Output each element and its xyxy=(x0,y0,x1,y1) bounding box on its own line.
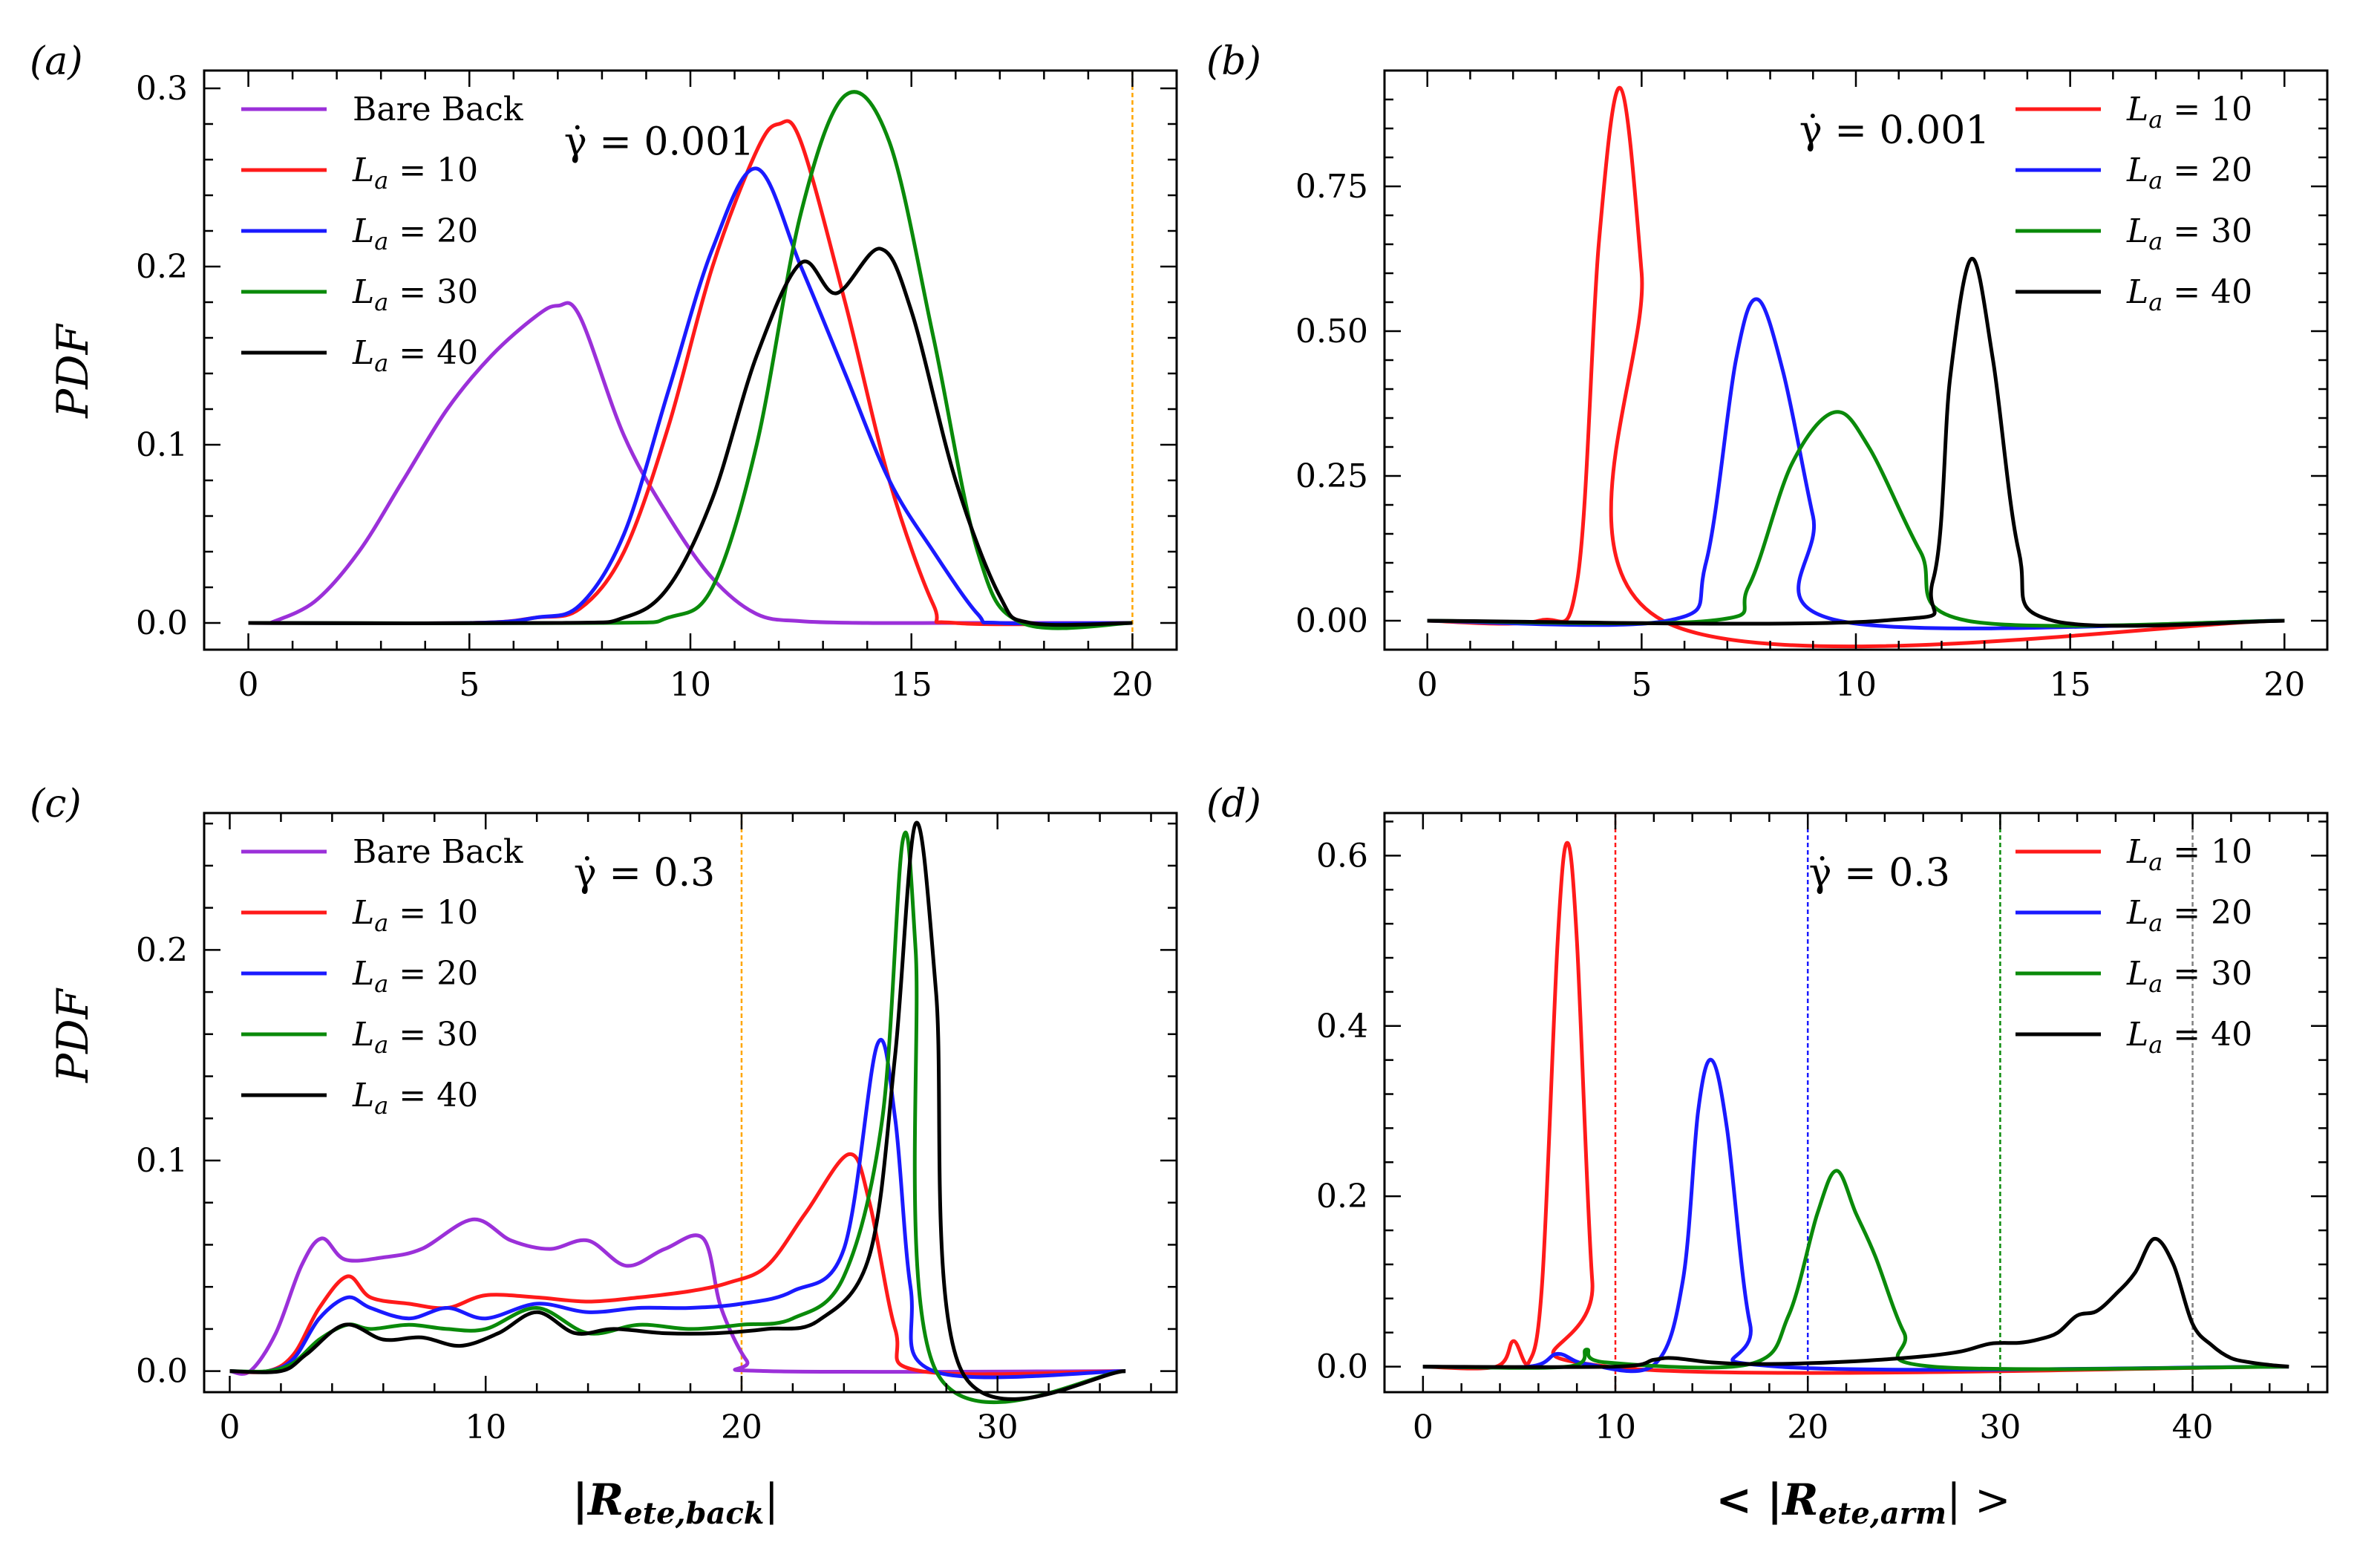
x-tick-label: 20 xyxy=(2263,666,2305,704)
series-line-La20 xyxy=(248,166,1133,626)
x-tick-label: 20 xyxy=(1787,1409,1828,1446)
xlabel-left-end: | xyxy=(765,1475,779,1525)
legend-label-La30: La = 30 xyxy=(2126,212,2252,255)
legend-label-La20: La = 20 xyxy=(2126,151,2252,195)
legend-label-La30: La = 30 xyxy=(352,1016,478,1059)
legend-label-La20: La = 20 xyxy=(352,955,478,998)
y-tick-label: 0.4 xyxy=(1316,1008,1368,1045)
series-line-La30 xyxy=(1427,410,2285,628)
x-tick-label: 20 xyxy=(721,1409,762,1446)
x-tick-label: 0 xyxy=(238,666,259,704)
panel-label: (b) xyxy=(1206,39,1261,84)
y-tick-label: 0.2 xyxy=(1316,1178,1368,1215)
legend-label-La40: La = 40 xyxy=(2126,273,2252,316)
series-line-La30 xyxy=(1422,1169,2289,1371)
legend-label-bare_back: Bare Back xyxy=(353,91,523,128)
x-tick-label: 30 xyxy=(1979,1409,2021,1446)
x-tick-label: 0 xyxy=(219,1409,240,1446)
y-tick-label: 0.1 xyxy=(136,426,188,464)
y-tick-label: 0.6 xyxy=(1316,837,1368,875)
series-line-bare_back xyxy=(269,301,1133,625)
x-tick-label: 15 xyxy=(891,666,932,704)
xlabel-left: |Rete,back| xyxy=(572,1475,779,1531)
legend-label-La10: La = 10 xyxy=(2126,833,2252,876)
plot-frame xyxy=(203,812,1178,1394)
shear-rate-annotation: γ̇ = 0.3 xyxy=(1809,851,1950,895)
xlabel-right-main: < |R xyxy=(1716,1475,1818,1525)
x-tick-label: 0 xyxy=(1413,1409,1433,1446)
ylabel-top: PDF xyxy=(48,323,98,419)
y-tick-label: 0.2 xyxy=(136,931,188,969)
panel-label: (c) xyxy=(30,782,82,826)
legend-label-La30: La = 30 xyxy=(2126,955,2252,998)
legend-label-La20: La = 20 xyxy=(352,212,478,255)
y-tick-label: 0.0 xyxy=(136,604,188,642)
panel-label: (a) xyxy=(30,39,83,84)
xlabel-left-main: |R xyxy=(572,1475,624,1525)
panel-label: (d) xyxy=(1206,782,1261,826)
series-line-La10 xyxy=(1427,85,2285,649)
legend-label-bare_back: Bare Back xyxy=(353,833,523,871)
legend-label-La40: La = 40 xyxy=(352,334,478,377)
series-line-La20 xyxy=(1427,297,2285,630)
legend-label-La30: La = 30 xyxy=(352,273,478,316)
series-line-La10 xyxy=(229,1152,1126,1377)
x-tick-label: 30 xyxy=(977,1409,1019,1446)
y-tick-label: 0.00 xyxy=(1295,602,1368,640)
legend-label-La10: La = 10 xyxy=(352,151,478,195)
x-tick-label: 10 xyxy=(465,1409,506,1446)
x-tick-label: 5 xyxy=(1631,666,1652,704)
legend-label-La40: La = 40 xyxy=(352,1077,478,1120)
panel-3: (c) 0 10 20 30 0.0 0.1 0.2 γ̇ = 0.3 Bare Back La =… xyxy=(30,782,1178,1446)
x-tick-label: 15 xyxy=(2050,666,2091,704)
legend-label-La40: La = 40 xyxy=(2126,1016,2252,1059)
series-line-La40 xyxy=(248,247,1133,627)
y-tick-label: 0.0 xyxy=(1316,1348,1368,1386)
shear-rate-annotation: γ̇ = 0.001 xyxy=(1799,108,1990,153)
y-tick-label: 0.75 xyxy=(1295,168,1368,206)
series-line-La40 xyxy=(1422,1236,2289,1369)
x-tick-label: 5 xyxy=(459,666,480,704)
series-line-La40 xyxy=(229,820,1126,1401)
x-tick-label: 40 xyxy=(2172,1409,2214,1446)
legend-label-La20: La = 20 xyxy=(2126,894,2252,937)
y-tick-label: 0.0 xyxy=(136,1353,188,1391)
y-tick-label: 0.50 xyxy=(1295,313,1368,350)
legend-label-La10: La = 10 xyxy=(2126,91,2252,134)
series-line-La20 xyxy=(1422,1057,2289,1374)
series-line-La20 xyxy=(229,1037,1126,1380)
panel-1: (a) 0 5 10 15 20 0.0 0.1 0.2 0.3 γ̇ = 0.001 Bare Ba… xyxy=(30,39,1178,704)
y-tick-label: 0.1 xyxy=(136,1142,188,1180)
shear-rate-annotation: γ̇ = 0.001 xyxy=(564,120,755,165)
x-tick-label: 0 xyxy=(1417,666,1438,704)
series-line-bare_back xyxy=(229,1217,1126,1376)
x-tick-label: 10 xyxy=(1835,666,1877,704)
x-tick-label: 10 xyxy=(670,666,711,704)
plot-frame xyxy=(1383,812,2329,1394)
y-tick-label: 0.2 xyxy=(136,248,188,286)
legend-label-La10: La = 10 xyxy=(352,894,478,937)
xlabel-right-sub: ete,arm xyxy=(1818,1496,1946,1531)
panel-2: (b) 0 5 10 15 20 0.00 0.25 0.50 0.75 γ̇ = 0.001 La … xyxy=(1206,39,2329,704)
series-line-La40 xyxy=(1427,257,2285,628)
x-tick-label: 10 xyxy=(1595,1409,1636,1446)
y-tick-label: 0.25 xyxy=(1295,457,1368,495)
x-tick-label: 20 xyxy=(1111,666,1153,704)
xlabel-right: < |Rete,arm| > xyxy=(1716,1475,2010,1531)
xlabel-right-end: | > xyxy=(1946,1475,2011,1525)
shear-rate-annotation: γ̇ = 0.3 xyxy=(574,851,715,895)
ylabel-bottom: PDF xyxy=(48,988,98,1083)
y-tick-label: 0.3 xyxy=(136,70,188,108)
xlabel-left-sub: ete,back xyxy=(624,1496,764,1531)
panel-4: (d) 0 10 20 30 40 0.0 0.2 0.4 0.6 γ̇ = 0.3 La = 10 L… xyxy=(1206,782,2329,1446)
